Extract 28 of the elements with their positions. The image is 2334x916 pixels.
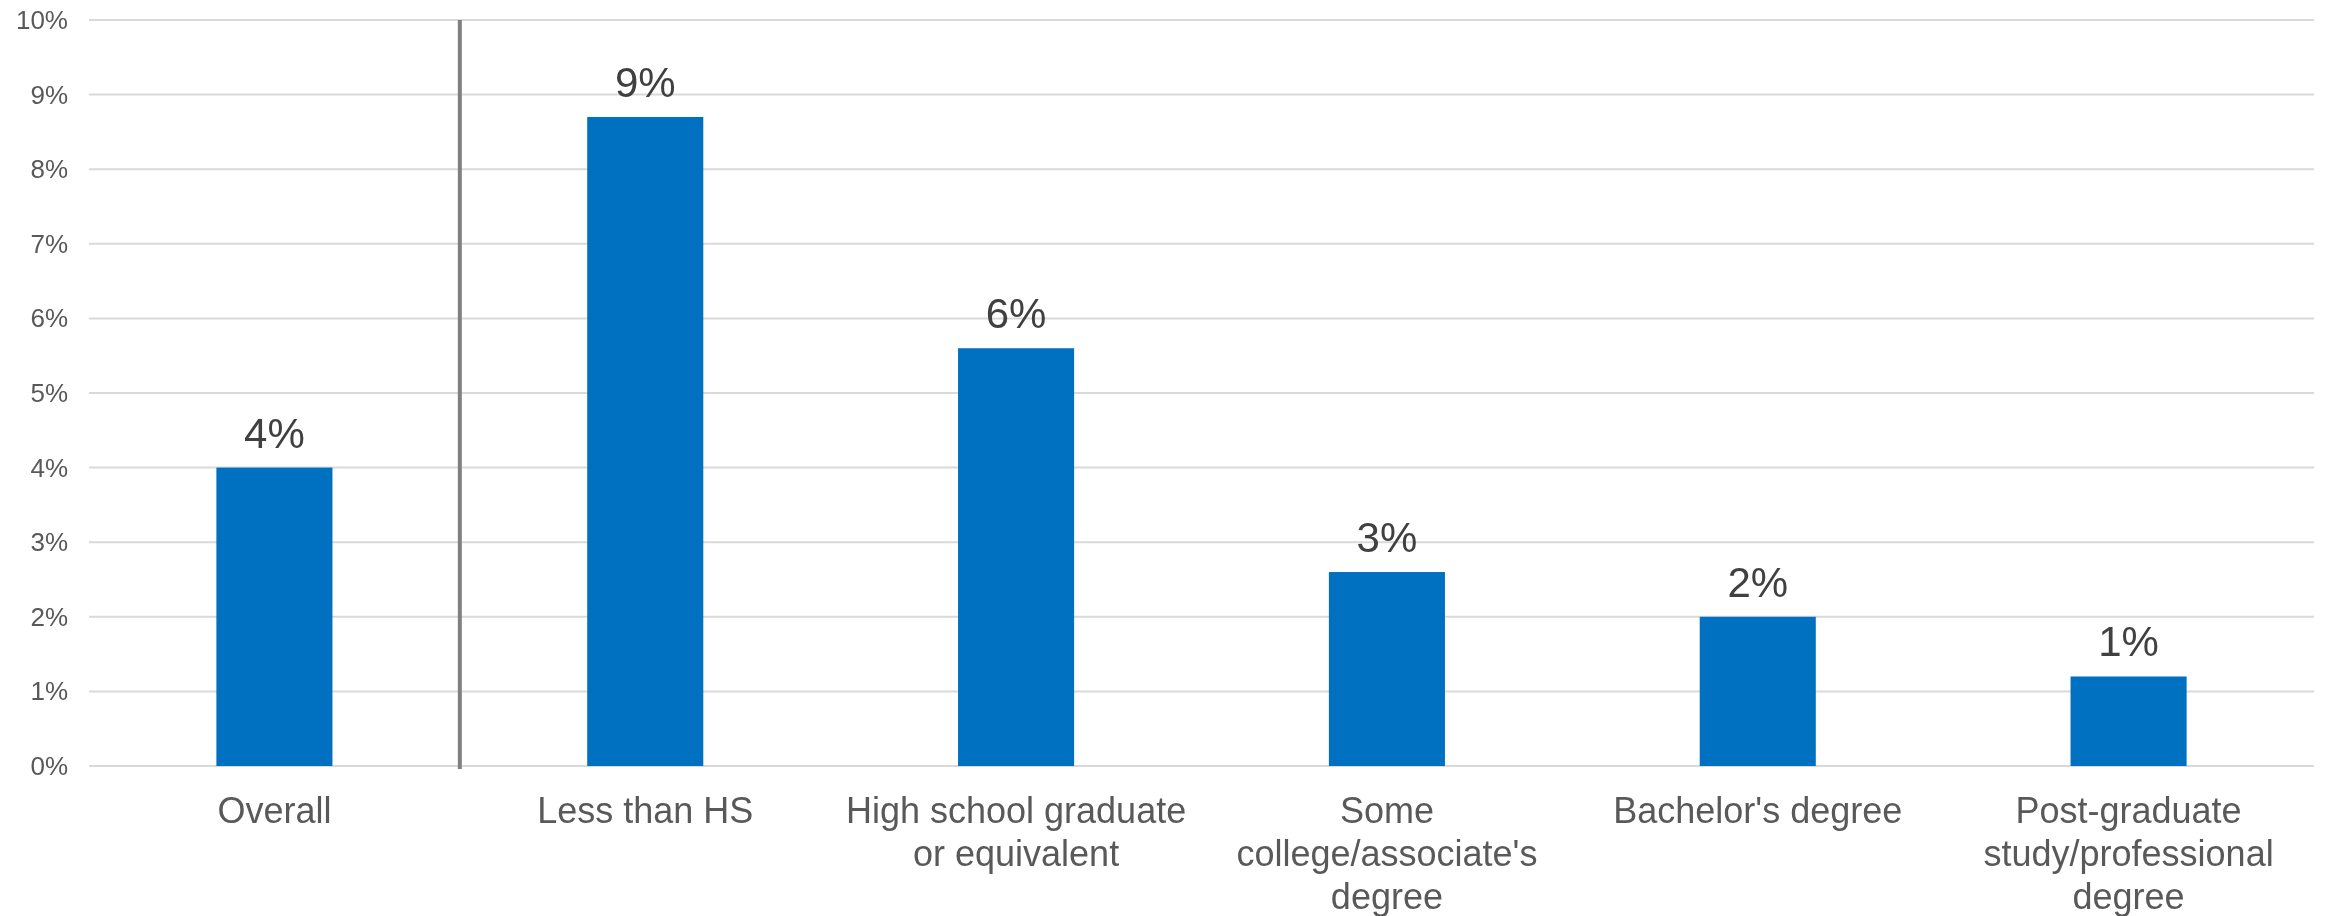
y-tick-label: 8% — [30, 154, 68, 185]
bar — [2070, 676, 2187, 766]
y-tick-label: 3% — [30, 527, 68, 558]
y-tick-label: 6% — [30, 303, 68, 334]
data-label: 1% — [2098, 618, 2159, 666]
y-tick-label: 7% — [30, 228, 68, 259]
bar — [958, 348, 1075, 766]
data-label: 2% — [1727, 558, 1789, 606]
y-tick-label: 0% — [30, 751, 68, 781]
bar — [587, 116, 704, 766]
data-label: 6% — [985, 290, 1047, 338]
data-label: 4% — [244, 409, 305, 457]
bar — [1328, 572, 1445, 766]
y-tick-label: 5% — [30, 378, 68, 408]
y-tick-label: 4% — [30, 452, 68, 483]
x-tick-label: High school graduate or equivalent — [845, 790, 1187, 874]
bar — [1699, 616, 1816, 766]
x-tick-label: Bachelor's degree — [1613, 790, 1903, 831]
x-tick-label: Some college/associate's degree — [1236, 790, 1538, 916]
x-tick-label: Overall — [217, 790, 332, 831]
y-tick-label: 2% — [30, 601, 68, 632]
data-label: 9% — [614, 58, 676, 106]
data-label: 3% — [1356, 514, 1418, 562]
y-tick-label: 1% — [30, 676, 68, 707]
x-tick-label: Less than HS — [537, 790, 754, 831]
y-tick-label: 9% — [30, 79, 68, 110]
y-tick-label: 10% — [15, 5, 68, 35]
x-tick-label: Post-graduate study/professional degree — [1983, 790, 2274, 916]
